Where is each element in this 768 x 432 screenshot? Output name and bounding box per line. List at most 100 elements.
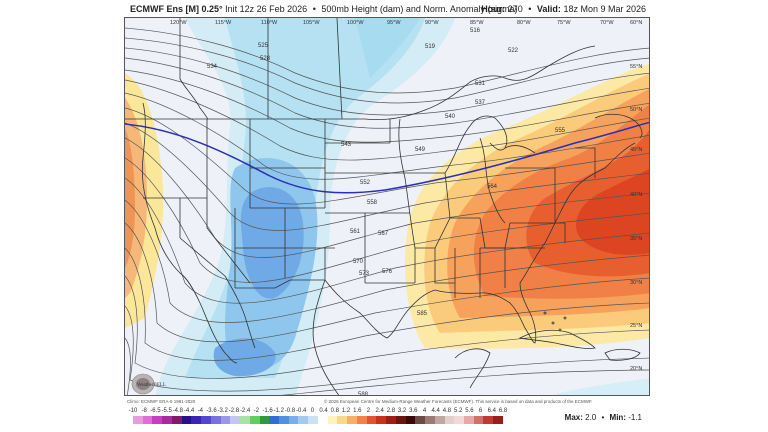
svg-text:522: 522 — [508, 48, 519, 54]
colorbar-swatch — [317, 416, 328, 424]
svg-text:100°W: 100°W — [347, 20, 364, 26]
colorbar-tick-label: 0.4 — [319, 408, 328, 414]
svg-text:45°N: 45°N — [630, 147, 642, 153]
colorbar-swatch — [415, 416, 426, 424]
svg-text:35°N: 35°N — [630, 236, 642, 242]
chart-header: ECMWF Ens [M] 0.25° Init 12z 26 Feb 2026… — [124, 3, 650, 17]
svg-text:95°W: 95°W — [387, 20, 401, 26]
svg-text:543: 543 — [341, 142, 352, 148]
svg-text:537: 537 — [475, 100, 486, 106]
svg-text:115°W: 115°W — [215, 20, 232, 26]
max-value: 2.0 — [585, 413, 597, 422]
svg-text:30°N: 30°N — [630, 280, 642, 286]
colorbar-swatch — [220, 416, 231, 424]
svg-text:525: 525 — [258, 43, 269, 49]
product-name: 500mb Height (dam) and Norm. Anomaly (si… — [321, 4, 518, 14]
svg-text:90°W: 90°W — [425, 20, 439, 26]
colorbar-tick-label: -2.4 — [239, 408, 251, 414]
colorbar-swatch — [230, 416, 241, 424]
copyright-text: © 2026 European Centre for Medium-Range … — [324, 399, 593, 404]
svg-text:70°W: 70°W — [600, 20, 614, 26]
colorbar-swatch — [249, 416, 260, 424]
contour-labels: 516 519 522 525 528 531 534 537 540 543 … — [207, 28, 566, 395]
colorbar-tick-label: 1.6 — [353, 408, 362, 414]
svg-text:555: 555 — [555, 128, 566, 134]
colorbar-tick-label: -2 — [253, 408, 259, 414]
caribbean-shading — [552, 378, 649, 395]
colorbar-tick-label: 2.4 — [375, 408, 384, 414]
colorbar-tick-label: 3.2 — [397, 408, 407, 414]
svg-text:110°W: 110°W — [261, 20, 278, 26]
colorbar-tick-label: -4.4 — [183, 408, 195, 414]
colorbar-tick-label: 2 — [366, 408, 371, 414]
weather-chart: ECMWF Ens [M] 0.25° Init 12z 26 Feb 2026… — [124, 0, 650, 432]
colorbar-swatch — [356, 416, 367, 424]
svg-text:85°W: 85°W — [470, 20, 484, 26]
colorbar-tick-label: -3.6 — [206, 408, 217, 414]
colorbar-swatch — [288, 416, 299, 424]
colorbar-tick-label: 4.4 — [431, 408, 440, 414]
colorbar-swatch — [152, 416, 163, 424]
colorbar-tick-label: -4 — [197, 408, 203, 414]
colorbar-swatch — [308, 416, 318, 424]
svg-text:531: 531 — [475, 81, 486, 87]
colorbar-tick-label: 4.8 — [442, 408, 452, 414]
svg-text:558: 558 — [367, 200, 378, 206]
colorbar-swatch — [386, 416, 396, 424]
colorbar-tick-label: 1.2 — [341, 408, 351, 414]
colorbar-tick-label: 2.8 — [386, 408, 396, 414]
svg-text:25°N: 25°N — [630, 323, 642, 329]
svg-text:WeatherBELL: WeatherBELL — [137, 383, 166, 388]
svg-text:540: 540 — [445, 114, 456, 120]
colorbar-swatch — [181, 416, 192, 424]
svg-text:567: 567 — [378, 231, 389, 237]
colorbar-swatch — [191, 416, 202, 424]
svg-text:60°N: 60°N — [630, 20, 642, 26]
colorbar-swatch — [162, 416, 172, 424]
colorbar-swatch — [269, 416, 280, 424]
svg-text:552: 552 — [360, 180, 371, 186]
separator: • — [312, 4, 316, 14]
svg-text:585: 585 — [417, 311, 428, 317]
svg-text:50°N: 50°N — [630, 107, 642, 113]
colorbar-swatch — [201, 416, 211, 424]
colorbar-swatch — [425, 416, 435, 424]
svg-text:549: 549 — [415, 147, 426, 153]
svg-text:519: 519 — [425, 44, 436, 50]
weatherbell-logo: WeatherBELL — [131, 372, 173, 395]
colorbar — [133, 416, 503, 424]
colorbar-swatch — [327, 416, 338, 424]
colorbar-swatch — [493, 416, 503, 424]
colorbar-tick-label: -5.5 — [161, 408, 172, 414]
svg-text:20°N: 20°N — [630, 366, 642, 372]
colorbar-tick-label: -0.4 — [296, 408, 307, 414]
colorbar-tick-label: 0 — [310, 408, 315, 414]
svg-text:528: 528 — [260, 56, 271, 62]
colorbar-swatch — [454, 416, 464, 424]
colorbar-tick-label: -3.2 — [217, 408, 228, 414]
colorbar-swatch — [405, 416, 416, 424]
latitude-axis-labels: 60°N 55°N 50°N 45°N 40°N 35°N 30°N 25°N … — [630, 20, 642, 372]
colorbar-swatch — [463, 416, 474, 424]
min-value: -1.1 — [628, 413, 642, 422]
colorbar-tick-label: -2.8 — [228, 408, 240, 414]
height-contours — [125, 27, 649, 395]
colorbar-swatch — [483, 416, 494, 424]
svg-text:55°N: 55°N — [630, 64, 642, 70]
svg-text:120°W: 120°W — [170, 20, 187, 26]
colorbar-tick-labels: -10 -8 -6.5 -5.5 -4.8 -4.4 -4 -3.6 -3.2 -2.8 -2.4-… — [129, 408, 508, 416]
political-borders — [125, 18, 643, 395]
colorbar-tick-label: 6.4 — [487, 408, 496, 414]
valid-label: Valid: — [536, 4, 561, 14]
colorbar-tick-label: -1.2 — [273, 408, 284, 414]
colorbar-tick-label: -0.8 — [284, 408, 296, 414]
colorbar-swatch — [133, 416, 143, 424]
colorbar-swatch — [347, 416, 357, 424]
map-panel: 120°W 115°W 110°W 105°W 100°W 95°W 90°W … — [124, 17, 650, 396]
colorbar-tick-label: 3.6 — [409, 408, 418, 414]
highlight-contour — [125, 121, 649, 194]
colorbar-tick-label: 0.8 — [330, 408, 339, 414]
chart-title: ECMWF Ens [M] 0.25° Init 12z 26 Feb 2026… — [130, 4, 517, 14]
colorbar-swatch — [337, 416, 348, 424]
min-label: Min: — [609, 413, 626, 422]
